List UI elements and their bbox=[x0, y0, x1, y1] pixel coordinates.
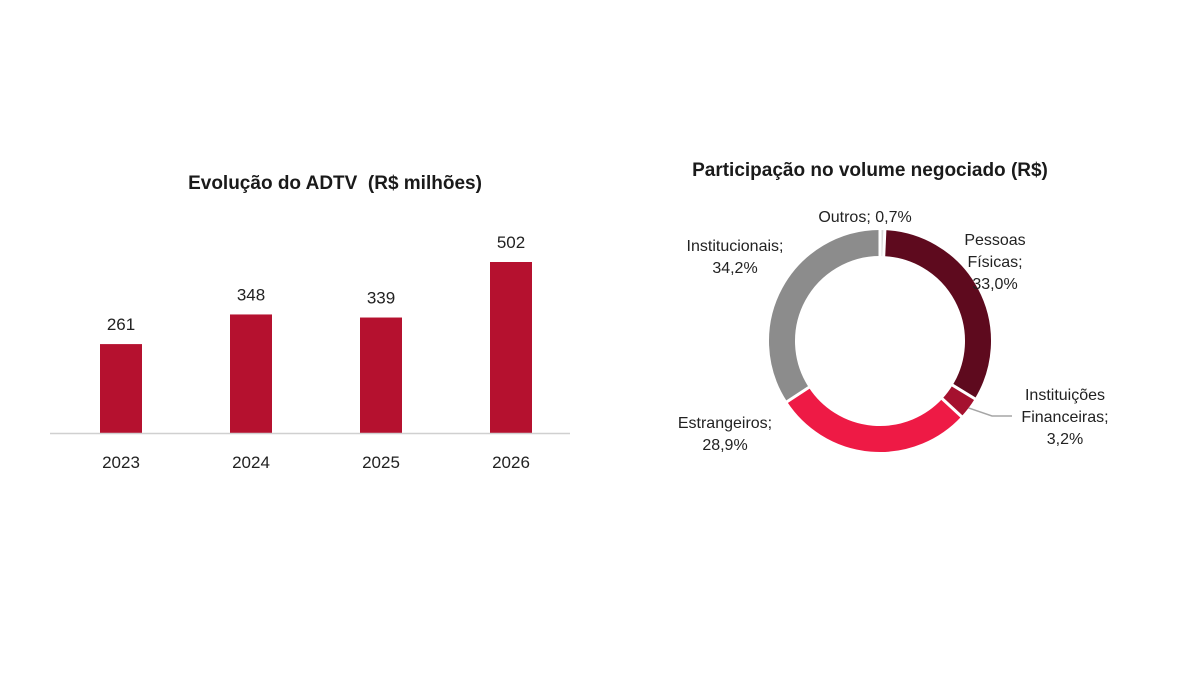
slice-separator bbox=[882, 229, 887, 258]
leader-line bbox=[968, 407, 1012, 417]
bar-chart: 261 2023 348 2024 339 2025 502 2026 bbox=[50, 233, 570, 472]
slice-separator bbox=[950, 383, 977, 401]
x-tick-label: 2023 bbox=[102, 453, 140, 472]
bar-chart-title: Evolução do ADTV (R$ milhões) bbox=[188, 173, 482, 194]
bar-value-label: 339 bbox=[367, 289, 395, 308]
slice-separator bbox=[940, 397, 964, 419]
bar-2025 bbox=[360, 317, 402, 433]
donut-slice bbox=[769, 230, 881, 402]
slice-label: Outros; 0,7% bbox=[818, 209, 911, 226]
donut-slice bbox=[883, 230, 991, 399]
x-tick-label: 2025 bbox=[362, 453, 400, 472]
bar-2023 bbox=[100, 344, 142, 433]
donut-chart-title: Participação no volume negociado (R$) bbox=[692, 160, 1048, 181]
x-tick-label: 2026 bbox=[492, 453, 530, 472]
bar-value-label: 348 bbox=[237, 285, 265, 304]
donut-chart: Outros; 0,7% Pessoas Físicas; 33,0% Institui… bbox=[678, 209, 1109, 454]
bar-value-label: 261 bbox=[107, 315, 135, 334]
slice-label: Instituições Financeiras; 3,2% bbox=[1021, 387, 1108, 448]
slice-label: Institucionais; 34,2% bbox=[687, 238, 784, 277]
slice-label: Estrangeiros; 28,9% bbox=[678, 415, 772, 454]
slice-label: Pessoas Físicas; 33,0% bbox=[964, 232, 1025, 293]
slice-separator bbox=[785, 385, 811, 404]
bar-value-label: 502 bbox=[497, 233, 525, 252]
donut-slice bbox=[787, 387, 962, 452]
bar-2026 bbox=[490, 262, 532, 433]
donut-slice bbox=[942, 384, 975, 417]
bar-2024 bbox=[230, 314, 272, 433]
x-tick-label: 2024 bbox=[232, 453, 270, 472]
